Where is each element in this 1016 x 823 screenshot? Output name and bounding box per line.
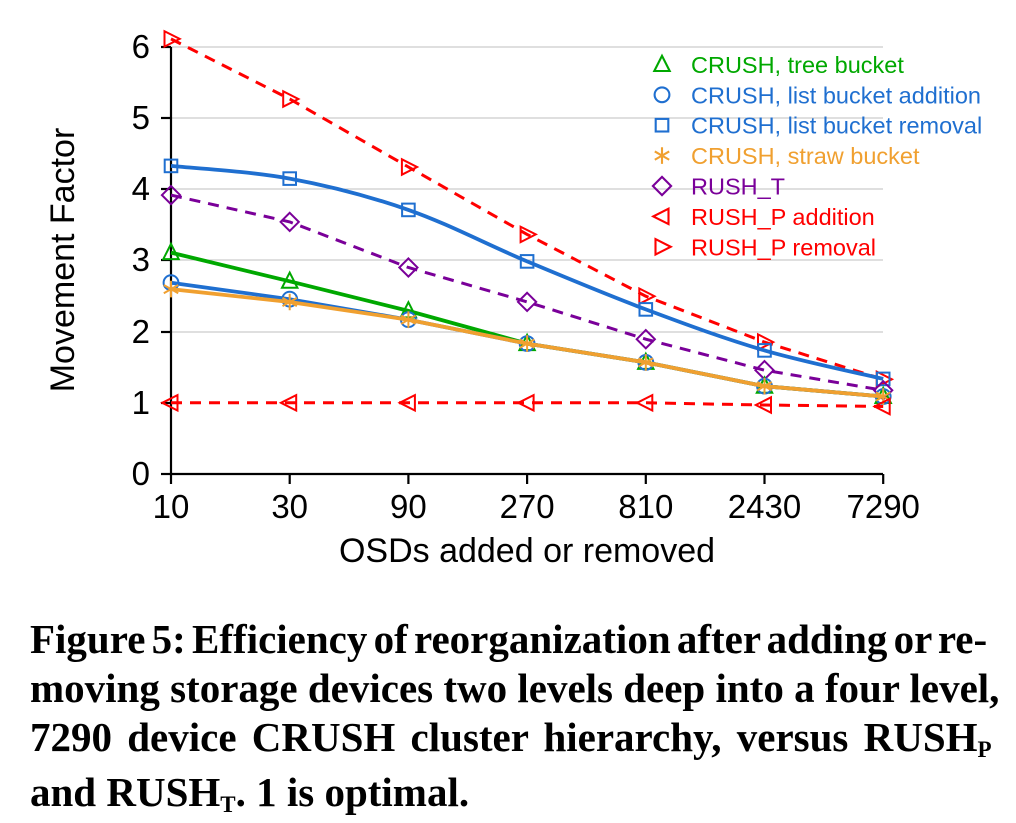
svg-text:10: 10 [153, 488, 190, 525]
svg-text:5: 5 [132, 99, 150, 136]
svg-text:RUSH_P addition: RUSH_P addition [691, 204, 875, 230]
svg-text:CRUSH, list bucket addition: CRUSH, list bucket addition [691, 82, 981, 108]
svg-text:CRUSH, straw bucket: CRUSH, straw bucket [691, 143, 920, 169]
svg-text:30: 30 [271, 488, 308, 525]
svg-text:4: 4 [132, 170, 150, 207]
svg-text:CRUSH, tree bucket: CRUSH, tree bucket [691, 52, 904, 78]
svg-text:Movement Factor: Movement Factor [44, 128, 82, 393]
svg-text:7290: 7290 [846, 488, 919, 525]
svg-text:RUSH_P removal: RUSH_P removal [691, 234, 876, 260]
svg-text:CRUSH, list bucket removal: CRUSH, list bucket removal [691, 113, 982, 139]
svg-text:3: 3 [132, 241, 150, 278]
svg-text:0: 0 [132, 455, 150, 492]
svg-text:RUSH_T: RUSH_T [691, 174, 785, 200]
svg-text:90: 90 [390, 488, 427, 525]
svg-text:6: 6 [132, 28, 150, 65]
svg-text:1: 1 [132, 384, 150, 421]
svg-text:OSDs added or removed: OSDs added or removed [339, 532, 715, 570]
svg-text:270: 270 [500, 488, 555, 525]
svg-text:2430: 2430 [728, 488, 801, 525]
svg-text:810: 810 [618, 488, 673, 525]
svg-text:2: 2 [132, 313, 150, 350]
